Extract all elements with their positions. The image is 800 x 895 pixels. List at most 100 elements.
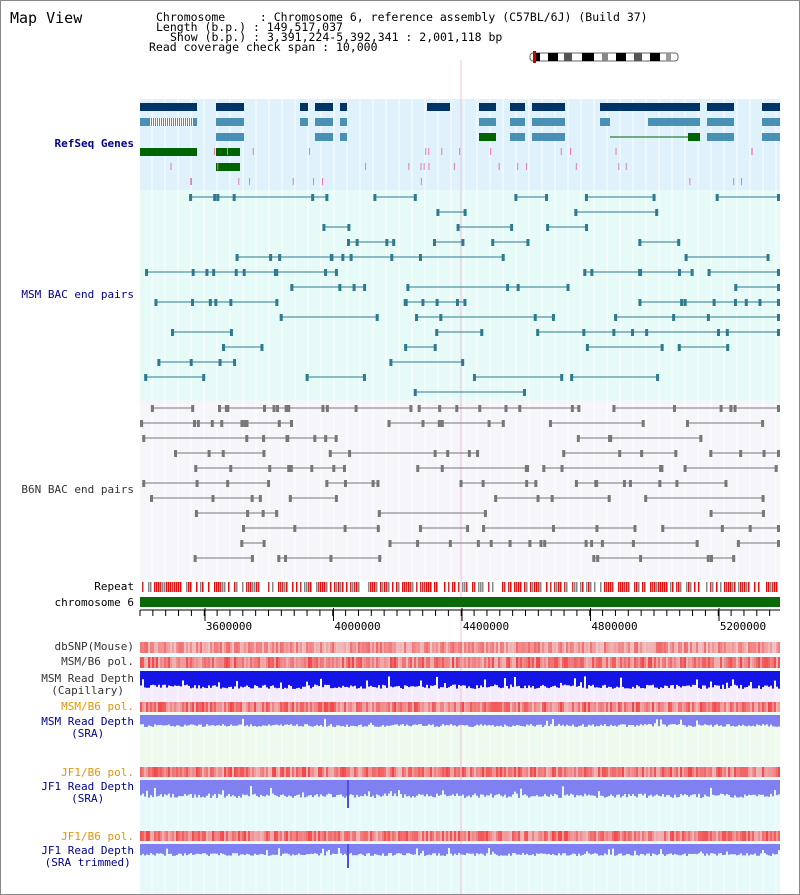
msm-sra-depth [362,715,364,727]
msm-sra-depth [422,715,424,726]
label-msm-b6-pol[interactable]: MSM/B6 pol. [61,655,134,668]
jf1-pol-heat [178,767,180,777]
dbsnp-heat [294,642,296,653]
jf1-pol2-heat [512,831,514,841]
msm-sra-depth [644,715,646,725]
jf1-pol2-heat [330,831,332,841]
msm-pol2-heat [436,702,438,712]
label-refseq[interactable]: RefSeq Genes [54,137,134,150]
jf1-trim-depth [410,844,412,855]
b6n-bac-pair-end [777,450,780,457]
msm-bac-pair-end [766,254,770,261]
dbsnp-heat [456,642,458,653]
msm-pol2-heat [296,702,298,712]
jf1-pol2-heat [194,831,196,841]
msm-pol2-heat [204,702,206,712]
msm-sra-depth [626,715,628,727]
jf1-sra-depth [666,780,668,796]
jf1-sra-depth [342,780,344,797]
dbsnp-heat [666,642,668,653]
jf1-pol-heat [330,767,332,777]
repeat-block [350,582,352,592]
msm-sra-depth [642,715,644,726]
msm-bac-pair-end [403,299,407,306]
jf1-trim-depth [260,844,262,854]
jf1-sra-depth [402,780,404,798]
msm-pol-heat [346,657,348,668]
msm-pol2-heat [418,702,420,712]
jf1-trim-depth [146,844,148,855]
jf1-trim-depth [590,844,592,855]
msm-sra-depth [404,715,406,726]
dbsnp-heat [362,642,364,653]
msm-pol-heat [528,657,530,668]
dbsnp-heat [408,642,410,653]
jf1-trim-depth [630,844,632,856]
jf1-sra-depth [492,780,494,798]
label-msm-depth-capillary[interactable]: MSM Read Depth (Capillary) [41,673,134,697]
jf1-pol2-heat [760,831,762,841]
repeat-block [540,582,542,592]
jf1-sra-depth [320,780,322,795]
msm-sra-depth [484,715,486,725]
msm-pol2-heat [398,702,400,712]
msm-pol2-heat [444,702,446,712]
jf1-pol2-heat [616,831,618,841]
label-jf1-b6-pol[interactable]: JF1/B6 pol. [61,766,134,779]
jf1-pol2-heat [366,831,368,841]
jf1-pol-heat [296,767,298,777]
jf1-pol-heat [556,767,558,777]
msm-pol-heat [292,657,294,668]
jf1-sra-depth [548,780,550,797]
msm-sra-depth [350,715,352,726]
jf1-sra-depth [334,780,336,797]
jf1-sra-depth [302,780,304,793]
jf1-sra-depth [270,780,272,788]
msm-pol-heat [196,657,198,668]
jf1-sra-depth [216,780,218,798]
repeat-block [326,582,328,592]
label-msm-depth-sra[interactable]: MSM Read Depth (SRA) [41,716,134,740]
jf1-trim-depth [656,844,658,856]
jf1-pol2-heat [178,831,180,841]
msm-capillary-depth [738,671,740,689]
msm-capillary-depth [354,671,356,686]
msm-sra-depth [298,715,300,727]
msm-pol-heat [460,657,462,668]
msm-pol-heat [438,657,440,668]
msm-bac-pair-end [522,389,526,396]
msm-pol2-heat [700,702,702,712]
label-repeat[interactable]: Repeat [94,580,134,593]
jf1-pol-heat [766,767,768,777]
jf1-trim-depth [626,844,628,855]
repeat-block [398,582,400,592]
dbsnp-heat [434,642,436,653]
msm-sra-depth [656,715,658,720]
msm-bac-pair-end [707,269,711,276]
label-jf1-depth-trimmed[interactable]: JF1 Read Depth (SRA trimmed) [41,845,134,869]
label-jf1-depth-sra[interactable]: JF1 Read Depth (SRA) [41,781,134,805]
msm-sra-depth [652,715,654,727]
refseq-tick [420,163,422,170]
jf1-sra-depth [214,780,216,794]
label-msm-b6-pol-2[interactable]: MSM/B6 pol. [61,700,134,713]
label-dbsnp[interactable]: dbSNP(Mouse) [54,640,134,653]
jf1-pol-heat [192,767,194,777]
msm-pol2-heat [320,702,322,712]
repeat-block [176,582,178,592]
jf1-pol2-heat [352,831,354,841]
msm-capillary-depth [690,671,692,687]
label-jf1-b6-pol-2[interactable]: JF1/B6 pol. [61,830,134,843]
jf1-pol-heat [662,767,664,777]
msm-pol2-heat [500,702,502,712]
msm-pol2-heat [752,702,754,712]
msm-pol-heat [378,657,380,668]
msm-pol-heat [776,657,778,668]
label-msm-bac[interactable]: MSM BAC end pairs [21,288,134,301]
dbsnp-heat [394,642,396,653]
repeat-block [256,582,258,592]
label-b6n-bac[interactable]: B6N BAC end pairs [21,483,134,496]
msm-sra-depth [260,715,262,727]
msm-pol-heat [662,657,664,668]
